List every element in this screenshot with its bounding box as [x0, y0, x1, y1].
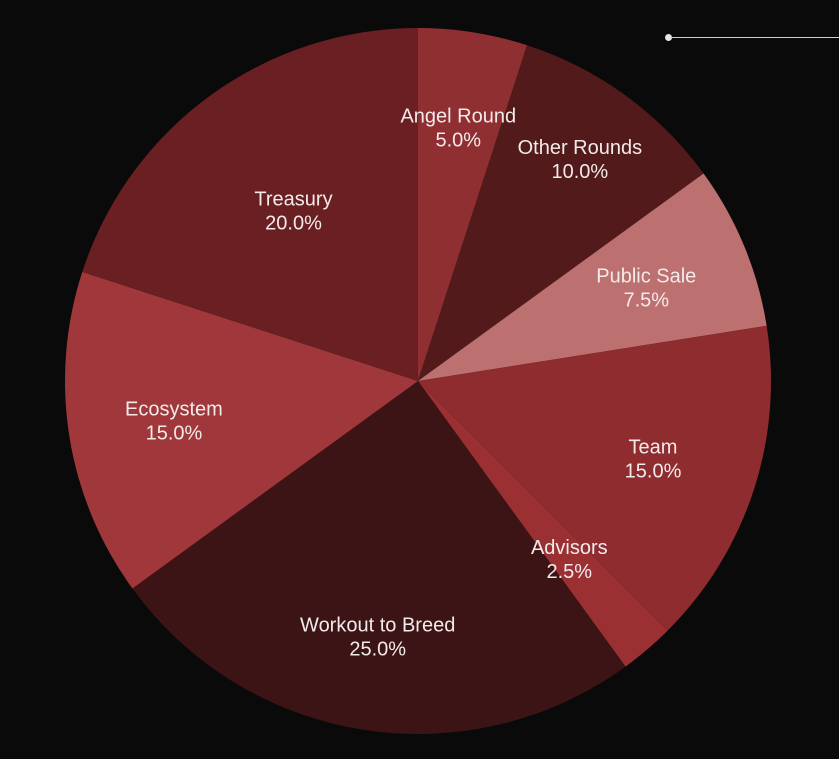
slice-label-team: Team: [629, 436, 678, 458]
slice-value-workout-to-breed: 25.0%: [349, 639, 406, 661]
slice-label-public-sale: Public Sale: [596, 265, 696, 287]
slice-label-angel-round: Angel Round: [400, 105, 516, 127]
pie-slices: [65, 28, 771, 734]
slice-value-ecosystem: 15.0%: [146, 423, 203, 445]
leader-dot: [665, 34, 672, 41]
slice-value-advisors: 2.5%: [547, 561, 593, 583]
slice-label-ecosystem: Ecosystem: [125, 399, 223, 421]
pie-slice-other-rounds: [418, 45, 704, 382]
pie-slice-team: [418, 325, 771, 631]
slice-label-workout-to-breed: Workout to Breed: [300, 615, 455, 637]
slice-value-other-rounds: 10.0%: [551, 161, 608, 183]
leader-line: [671, 37, 839, 38]
pie-slice-treasury: [82, 28, 419, 381]
slice-value-treasury: 20.0%: [265, 213, 322, 235]
slice-value-team: 15.0%: [625, 460, 682, 482]
pie-slice-workout-to-breed: [132, 381, 626, 734]
slice-value-public-sale: 7.5%: [623, 289, 669, 311]
slice-label-treasury: Treasury: [254, 189, 332, 211]
pie-slice-public-sale: [418, 173, 767, 381]
pie-slice-ecosystem: [65, 271, 418, 589]
slice-label-advisors: Advisors: [531, 537, 608, 559]
slice-value-angel-round: 5.0%: [436, 129, 482, 151]
pie-slice-advisors: [418, 381, 668, 667]
pie-slice-angel-round: [418, 28, 528, 381]
slice-label-other-rounds: Other Rounds: [518, 137, 643, 159]
